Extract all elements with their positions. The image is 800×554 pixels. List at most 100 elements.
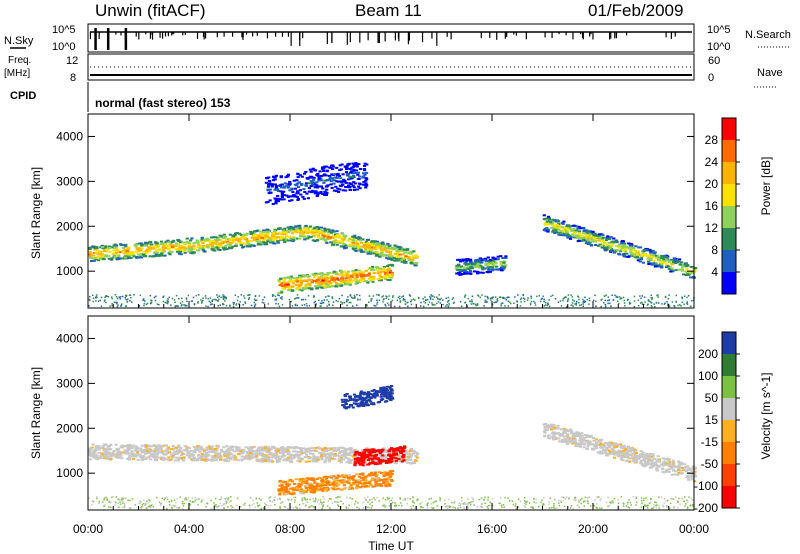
scatter-cell: [184, 449, 188, 452]
scatter-cell: [240, 452, 244, 455]
scatter-cell: [457, 272, 461, 275]
scatter-cell: [660, 254, 664, 257]
scatter-cell: [225, 449, 229, 452]
scatter-cell: [137, 249, 141, 252]
scatter-cell: [156, 246, 160, 249]
scatter-cell: [344, 189, 348, 192]
scatter-cell: [264, 456, 268, 459]
scatter-cell: [97, 256, 101, 259]
scatter-cell: [317, 451, 322, 454]
ground-scatter: [368, 295, 371, 297]
scatter-cell: [563, 232, 567, 235]
scatter-cell: [298, 174, 302, 177]
scatter-cell: [383, 471, 387, 474]
scatter-cell: [228, 245, 232, 248]
scatter-cell: [474, 260, 478, 263]
scatter-cell: [340, 271, 344, 274]
scatter-cell: [243, 455, 247, 458]
scatter-cell: [229, 445, 233, 448]
scatter-cell: [298, 227, 302, 230]
scatter-cell: [303, 279, 307, 282]
scatter-cell: [104, 255, 108, 258]
ground-scatter: [358, 294, 361, 297]
scatter-cell: [357, 238, 361, 241]
scatter-cell: [129, 444, 133, 447]
scatter-cell: [281, 229, 285, 232]
scatter-cell: [223, 452, 227, 455]
ground-scatter: [461, 305, 463, 307]
scatter-cell: [625, 252, 629, 255]
ground-scatter: [687, 295, 690, 297]
scatter-cell: [678, 258, 682, 261]
scatter-cell: [263, 460, 267, 462]
scatter-cell: [342, 238, 346, 241]
date-title: 01/Feb/2009: [588, 1, 683, 20]
scatter-cell: [169, 251, 173, 253]
ground-scatter: [539, 300, 542, 303]
ground-scatter: [382, 301, 384, 303]
scatter-cell: [156, 445, 160, 448]
scatter-cell: [667, 268, 671, 270]
scatter-cell: [213, 249, 217, 252]
ground-scatter: [244, 301, 246, 303]
scatter-cell: [683, 263, 687, 266]
scatter-cell: [478, 271, 482, 274]
scatter-cell: [202, 449, 206, 452]
scatter-cell: [343, 236, 347, 239]
scatter-cell: [621, 249, 625, 252]
scatter-cell: [202, 250, 206, 253]
scatter-cell: [363, 162, 367, 165]
scatter-cell: [279, 452, 283, 454]
scatter-cell: [410, 260, 414, 263]
scatter-cell: [357, 247, 361, 249]
scatter-cell: [134, 245, 138, 248]
scatter-cell: [657, 255, 661, 258]
scatter-cell: [459, 273, 463, 276]
scatter-cell: [384, 271, 388, 274]
scatter-cell: [636, 250, 640, 253]
scatter-cell: [184, 448, 188, 451]
scatter-cell: [300, 182, 304, 185]
colorbar-segment: [722, 272, 736, 295]
ground-scatter: [476, 304, 479, 306]
scatter-cell: [357, 236, 361, 239]
scatter-cell: [319, 174, 324, 177]
freq-tick-bottom: 8: [70, 72, 76, 84]
scatter-cell: [305, 479, 309, 482]
scatter-cell: [298, 189, 302, 192]
ground-scatter: [116, 297, 119, 300]
ground-scatter: [500, 303, 502, 305]
ground-scatter: [277, 294, 279, 296]
ground-scatter: [433, 296, 436, 298]
ground-scatter: [605, 294, 607, 296]
scatter-cell: [379, 478, 383, 481]
scatter-cell: [297, 447, 301, 449]
scatter-cell: [273, 183, 277, 186]
ground-scatter: [651, 305, 653, 308]
scatter-cell: [94, 457, 98, 460]
scatter-cell: [361, 473, 365, 476]
freq-tick-top: 12: [66, 55, 78, 67]
scatter-cell: [189, 249, 193, 252]
scatter-cell: [359, 271, 363, 274]
scatter-cell: [271, 453, 275, 456]
scatter-cell: [171, 445, 175, 447]
scatter-cell: [323, 173, 327, 176]
colorbar-tick-label: 12: [705, 221, 719, 235]
scatter-cell: [592, 238, 596, 241]
scatter-cell: [324, 185, 329, 188]
scatter-cell: [307, 187, 311, 190]
scatter-cell: [380, 248, 384, 251]
ground-scatter: [619, 298, 622, 300]
scatter-cell: [401, 452, 405, 455]
scatter-cell: [279, 175, 283, 178]
scatter-cell: [457, 269, 461, 272]
scatter-cell: [235, 447, 239, 450]
scatter-cell: [228, 449, 232, 452]
scatter-cell: [653, 263, 657, 266]
scatter-cell: [398, 249, 402, 252]
ground-scatter: [667, 303, 669, 305]
scatter-cell: [249, 230, 253, 233]
scatter-cell: [213, 246, 217, 249]
ground-scatter: [567, 297, 570, 300]
